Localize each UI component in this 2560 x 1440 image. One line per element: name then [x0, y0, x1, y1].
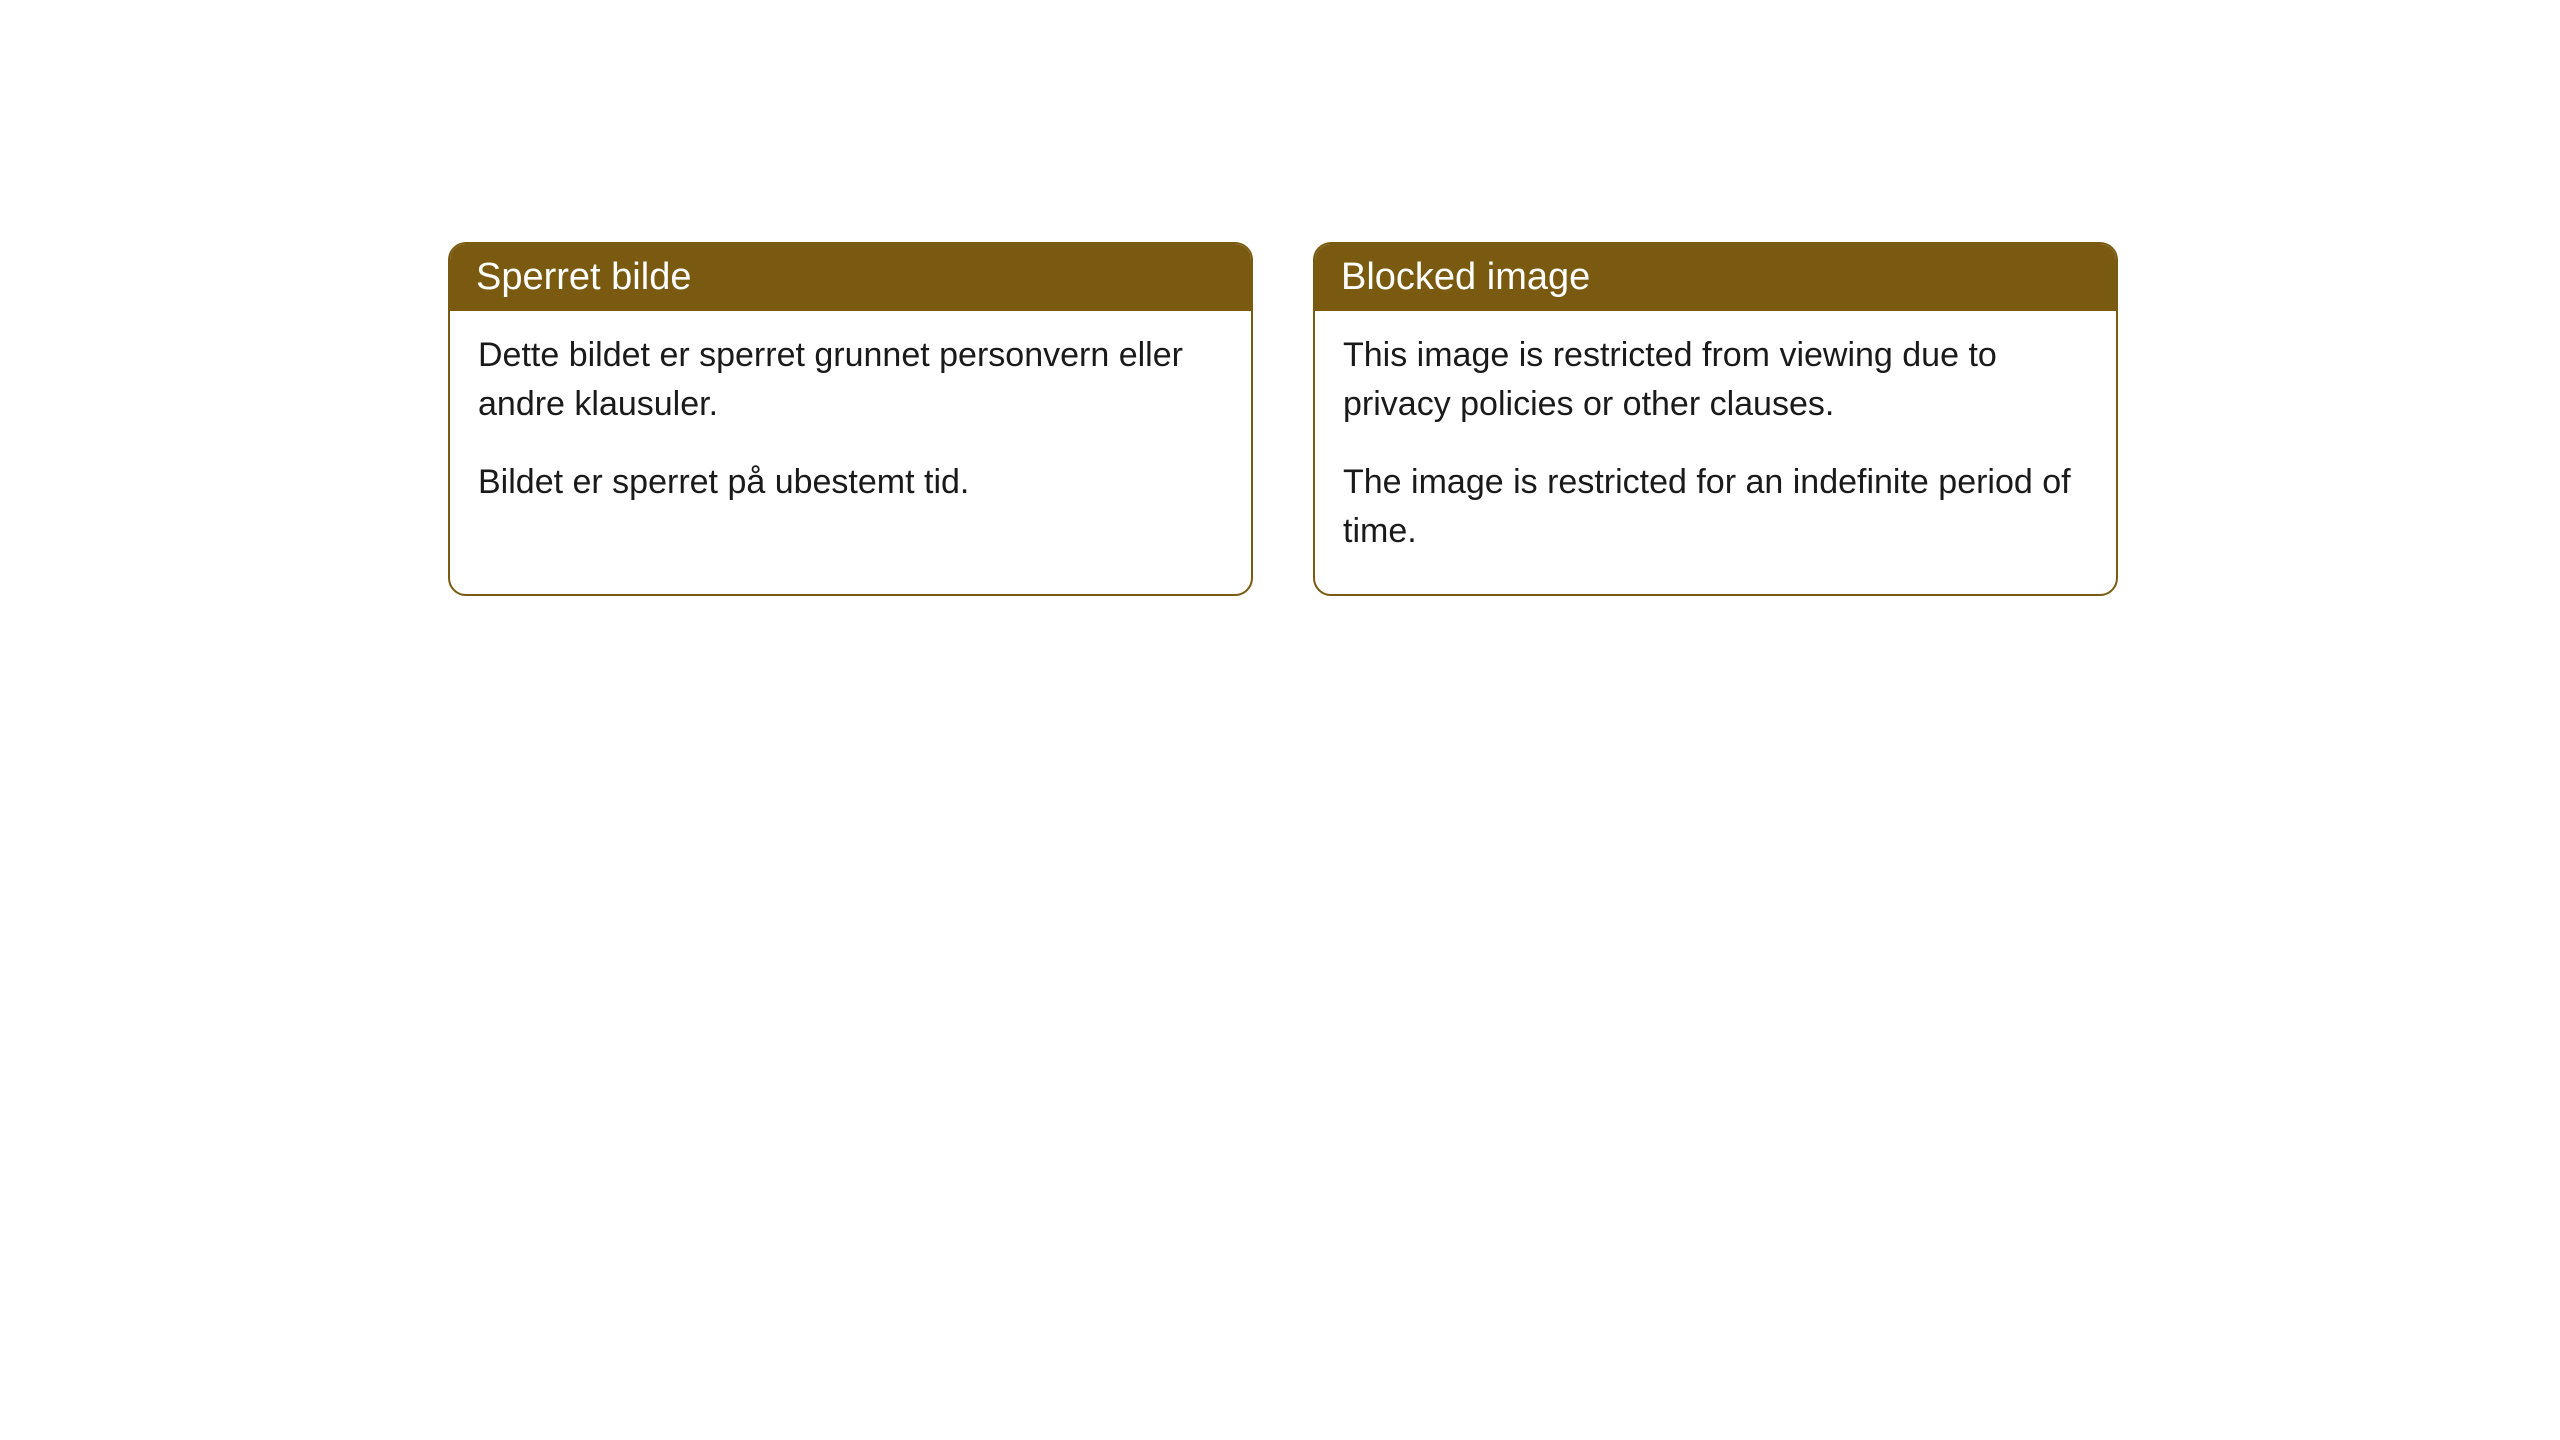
notice-container: Sperret bilde Dette bildet er sperret gr…: [448, 242, 2118, 596]
blocked-image-card-norwegian: Sperret bilde Dette bildet er sperret gr…: [448, 242, 1253, 596]
card-paragraph-1-english: This image is restricted from viewing du…: [1343, 331, 2088, 430]
card-title-english: Blocked image: [1341, 256, 1590, 298]
card-paragraph-1-norwegian: Dette bildet er sperret grunnet personve…: [478, 331, 1223, 430]
card-paragraph-2-english: The image is restricted for an indefinit…: [1343, 458, 2088, 557]
blocked-image-card-english: Blocked image This image is restricted f…: [1313, 242, 2118, 596]
card-header-norwegian: Sperret bilde: [450, 244, 1251, 311]
card-body-english: This image is restricted from viewing du…: [1315, 311, 2116, 594]
card-title-norwegian: Sperret bilde: [476, 256, 691, 298]
card-header-english: Blocked image: [1315, 244, 2116, 311]
card-body-norwegian: Dette bildet er sperret grunnet personve…: [450, 311, 1251, 545]
card-paragraph-2-norwegian: Bildet er sperret på ubestemt tid.: [478, 458, 1223, 507]
